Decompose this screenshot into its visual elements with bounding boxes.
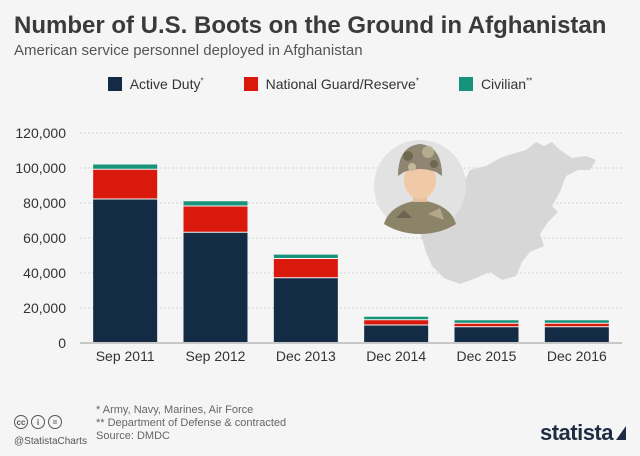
legend-swatch-civilian <box>458 77 473 91</box>
legend-item-national-guard: National Guard/Reserve* <box>243 76 419 92</box>
statista-logo: statista <box>540 420 626 446</box>
bar-segment-national-guard-reserve <box>273 259 338 278</box>
bar-segment-national-guard-reserve <box>454 323 519 327</box>
bar-segment-active-duty <box>544 327 609 342</box>
legend-item-civilian: Civilian** <box>458 76 533 92</box>
legend-label-active-duty: Active Duty* <box>129 76 204 92</box>
y-tick-label: 40,000 <box>23 265 66 281</box>
legend-swatch-national-guard <box>243 77 258 91</box>
x-tick-label: Dec 2014 <box>366 348 426 364</box>
footnote-active-duty: * Army, Navy, Marines, Air Force <box>96 404 254 416</box>
source-note: Source: DMDC <box>96 430 170 442</box>
x-tick-label: Sep 2011 <box>96 348 155 364</box>
bar-segment-national-guard-reserve <box>183 206 248 232</box>
bar-segment-civilian <box>364 316 429 320</box>
x-tick-label: Sep 2012 <box>186 348 246 364</box>
bar-segment-national-guard-reserve <box>93 169 158 199</box>
bar-segment-active-duty <box>183 232 248 342</box>
bar-segment-civilian <box>183 201 248 206</box>
bar-chart: 0 20,000 40,000 60,000 80,000 100,000 120,000 S… <box>15 125 622 364</box>
page-title: Number of U.S. Boots on the Ground in Af… <box>14 12 607 39</box>
attribution-icon: i <box>31 415 45 429</box>
y-tick-label: 0 <box>58 335 66 351</box>
chart-legend: Active Duty* National Guard/Reserve* Civ… <box>0 76 640 92</box>
bar-segment-active-duty <box>454 327 519 342</box>
page-subtitle: American service personnel deployed in A… <box>14 42 363 59</box>
y-tick-label: 80,000 <box>23 195 66 211</box>
bar-segment-civilian <box>273 254 338 258</box>
bar-segment-national-guard-reserve <box>544 323 609 327</box>
x-tick-label: Dec 2015 <box>457 348 517 364</box>
bar-segment-active-duty <box>364 325 429 342</box>
x-tick-label: Dec 2013 <box>276 348 336 364</box>
footnote-civilian: ** Department of Defense & contracted <box>96 417 287 429</box>
creative-commons-icon: cc <box>14 415 28 429</box>
legend-label-civilian: Civilian** <box>480 76 533 92</box>
legend-swatch-active-duty <box>107 77 122 91</box>
x-tick-label: Dec 2016 <box>547 348 607 364</box>
bar-segment-national-guard-reserve <box>364 320 429 325</box>
legend-item-active-duty: Active Duty* <box>107 76 204 92</box>
y-tick-label: 120,000 <box>15 125 66 141</box>
y-tick-label: 100,000 <box>15 160 66 176</box>
y-tick-label: 20,000 <box>23 300 66 316</box>
social-handle: @StatistaCharts <box>14 436 87 447</box>
y-tick-label: 60,000 <box>23 230 66 246</box>
footnotes: * Army, Navy, Marines, Air Force ** Depa… <box>96 404 286 443</box>
legend-label-national-guard: National Guard/Reserve* <box>265 76 419 92</box>
no-derivatives-icon: = <box>48 415 62 429</box>
afghanistan-map-icon <box>420 142 596 284</box>
bar-segment-civilian <box>544 320 609 323</box>
bar-segment-active-duty <box>93 199 158 342</box>
bar-segment-civilian <box>93 164 158 169</box>
soldier-icon <box>374 140 466 234</box>
license-icons: cc i = <box>14 415 62 429</box>
bar-segment-civilian <box>454 320 519 323</box>
statista-mark-icon <box>616 426 626 440</box>
bar-segment-active-duty <box>273 278 338 342</box>
